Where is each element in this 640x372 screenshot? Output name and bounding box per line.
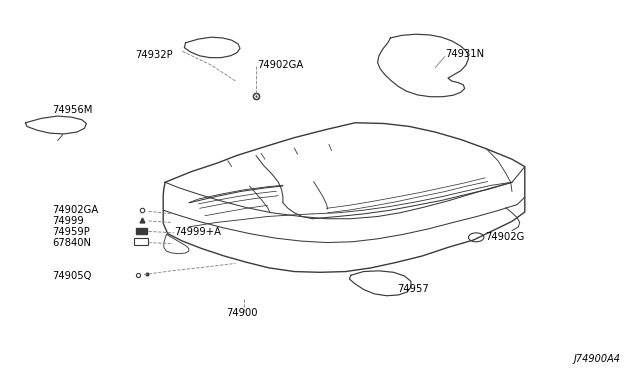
Text: 74902GA: 74902GA <box>257 60 303 70</box>
Text: 74932P: 74932P <box>135 50 173 60</box>
Text: 67840N: 67840N <box>52 238 92 247</box>
Text: 74902G: 74902G <box>485 232 525 242</box>
Bar <box>136 228 147 234</box>
Text: 74900: 74900 <box>226 308 258 318</box>
Bar <box>134 238 148 245</box>
Text: 74999: 74999 <box>52 216 84 226</box>
Text: 74956M: 74956M <box>52 105 93 115</box>
Text: J74900A4: J74900A4 <box>574 354 621 364</box>
Text: 74957: 74957 <box>397 285 429 294</box>
Text: 74902GA: 74902GA <box>52 205 99 215</box>
Text: 74959P: 74959P <box>52 227 90 237</box>
Text: 74931N: 74931N <box>445 49 484 59</box>
Text: 74999+A: 74999+A <box>174 227 221 237</box>
Text: 74905Q: 74905Q <box>52 271 92 281</box>
